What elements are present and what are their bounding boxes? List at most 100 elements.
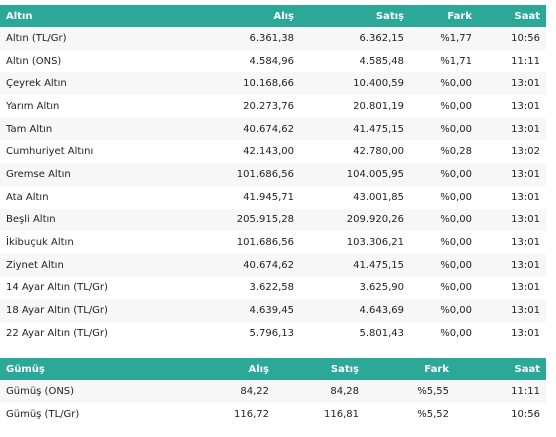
gold-header-time: Saat: [514, 10, 540, 22]
cell-diff: %5,55: [417, 386, 449, 397]
cell-diff: %0,00: [440, 305, 472, 317]
cell-diff: %1,77: [440, 32, 472, 44]
silver-header-diff: Fark: [424, 363, 449, 375]
cell-diff: %0,00: [440, 237, 472, 249]
table-row[interactable]: İkibuçuk Altın 101.686,56 103.306,21 %0,00 1…: [0, 231, 546, 254]
cell-time: 13:01: [511, 282, 540, 294]
cell-sell: 209.920,26: [346, 214, 404, 226]
cell-diff: %1,71: [440, 55, 472, 67]
table-row[interactable]: Gümüş (ONS) 84,22 84,28 %5,55 11:11: [0, 380, 546, 403]
cell-name[interactable]: 18 Ayar Altın (TL/Gr): [6, 305, 108, 317]
table-row[interactable]: Ata Altın 41.945,71 43.001,85 %0,00 13:01: [0, 185, 546, 209]
cell-buy: 41.945,71: [243, 191, 294, 203]
cell-buy: 6.361,38: [249, 32, 294, 44]
table-row[interactable]: Altın (TL/Gr) 6.361,38 6.362,15 %1,77 10:56: [0, 27, 546, 50]
table-row[interactable]: Gremse Altın 101.686,56 104.005,95 %0,00 13:…: [0, 163, 546, 186]
cell-buy: 101.686,56: [236, 168, 294, 180]
cell-diff: %0,28: [440, 146, 472, 158]
cell-time: 13:01: [511, 214, 540, 226]
cell-buy: 40.674,62: [243, 259, 294, 271]
cell-buy: 10.168,66: [243, 78, 294, 90]
cell-name[interactable]: Ata Altın: [6, 191, 49, 203]
silver-table-body: Gümüş (ONS) 84,22 84,28 %5,55 11:11 Gümüş (TL…: [0, 380, 546, 426]
table-row[interactable]: 22 Ayar Altın (TL/Gr) 5.796,13 5.801,43 %0,…: [0, 321, 546, 345]
table-row[interactable]: Tam Altın 40.674,62 41.475,15 %0,00 13:01: [0, 117, 546, 141]
gold-table-header: Altın Alış Satış Fark Saat: [0, 5, 546, 27]
table-row[interactable]: Ziynet Altın 40.674,62 41.475,15 %0,00 13:01: [0, 253, 546, 277]
cell-name[interactable]: Beşli Altın: [6, 214, 56, 226]
cell-buy: 4.584,96: [249, 55, 294, 67]
cell-diff: %0,00: [440, 191, 472, 203]
table-row[interactable]: Çeyrek Altın 10.168,66 10.400,59 %0,00 13:01: [0, 72, 546, 96]
cell-sell: 42.780,00: [353, 146, 404, 158]
cell-sell: 10.400,59: [353, 78, 404, 90]
cell-time: 11:11: [511, 55, 540, 67]
cell-time: 13:01: [511, 78, 540, 90]
cell-time: 10:56: [511, 32, 540, 44]
cell-time: 13:01: [511, 259, 540, 271]
cell-name[interactable]: Ziynet Altın: [6, 259, 64, 271]
gold-header-diff: Fark: [447, 10, 472, 22]
cell-time: 11:11: [511, 386, 540, 397]
cell-name[interactable]: 22 Ayar Altın (TL/Gr): [6, 327, 108, 339]
cell-sell: 103.306,21: [346, 237, 404, 249]
cell-sell: 6.362,15: [359, 32, 404, 44]
cell-name[interactable]: Yarım Altın: [6, 100, 60, 112]
silver-header-buy: Alış: [248, 363, 269, 375]
cell-time: 13:01: [511, 237, 540, 249]
silver-header-name: Gümüş: [6, 363, 45, 375]
cell-sell: 43.001,85: [353, 191, 404, 203]
cell-sell: 4.643,69: [359, 305, 404, 317]
cell-buy: 5.796,13: [249, 327, 294, 339]
gold-header-name: Altın: [6, 10, 33, 22]
cell-diff: %0,00: [440, 327, 472, 339]
cell-name[interactable]: Altın (TL/Gr): [6, 32, 67, 44]
cell-time: 13:01: [511, 305, 540, 317]
cell-name[interactable]: Tam Altın: [6, 123, 53, 135]
cell-name[interactable]: Gümüş (TL/Gr): [6, 409, 80, 420]
cell-diff: %5,52: [417, 409, 449, 420]
gold-header-sell: Satış: [375, 10, 404, 22]
cell-buy: 4.639,45: [249, 305, 294, 317]
cell-time: 10:56: [511, 409, 540, 420]
cell-sell: 20.801,19: [353, 100, 404, 112]
table-row[interactable]: Gümüş (TL/Gr) 116,72 116,81 %5,52 10:56: [0, 403, 546, 426]
cell-time: 13:01: [511, 191, 540, 203]
cell-sell: 116,81: [324, 409, 359, 420]
cell-sell: 5.801,43: [359, 327, 404, 339]
cell-time: 13:01: [511, 168, 540, 180]
silver-header-time: Saat: [514, 363, 540, 375]
table-row[interactable]: 18 Ayar Altın (TL/Gr) 4.639,45 4.643,69 %0,…: [0, 299, 546, 322]
silver-table-header: Gümüş Alış Satış Fark Saat: [0, 358, 546, 380]
cell-sell: 84,28: [330, 386, 359, 397]
cell-diff: %0,00: [440, 100, 472, 112]
cell-sell: 41.475,15: [353, 259, 404, 271]
cell-buy: 84,22: [240, 386, 269, 397]
table-row[interactable]: 14 Ayar Altın (TL/Gr) 3.622,58 3.625,90 %0,…: [0, 276, 546, 300]
cell-name[interactable]: Altın (ONS): [6, 55, 62, 67]
cell-diff: %0,00: [440, 168, 472, 180]
cell-name[interactable]: Gümüş (ONS): [6, 386, 75, 397]
cell-diff: %0,00: [440, 123, 472, 135]
table-row[interactable]: Altın (ONS) 4.584,96 4.585,48 %1,71 11:11: [0, 49, 546, 73]
cell-buy: 20.273,76: [243, 100, 294, 112]
cell-name[interactable]: Cumhuriyet Altını: [6, 146, 94, 158]
cell-buy: 205.915,28: [236, 214, 294, 226]
cell-diff: %0,00: [440, 282, 472, 294]
silver-header-sell: Satış: [330, 363, 359, 375]
table-row[interactable]: Cumhuriyet Altını 42.143,00 42.780,00 %0,28…: [0, 140, 546, 164]
cell-buy: 116,72: [234, 409, 269, 420]
table-row[interactable]: Yarım Altın 20.273,76 20.801,19 %0,00 13:01: [0, 95, 546, 118]
cell-diff: %0,00: [440, 214, 472, 226]
cell-name[interactable]: İkibuçuk Altın: [6, 237, 74, 249]
cell-name[interactable]: 14 Ayar Altın (TL/Gr): [6, 282, 108, 294]
cell-name[interactable]: Çeyrek Altın: [6, 78, 67, 90]
cell-sell: 104.005,95: [346, 168, 404, 180]
cell-sell: 4.585,48: [359, 55, 404, 67]
silver-price-table: Gümüş Alış Satış Fark Saat Gümüş (ONS) 84…: [0, 358, 546, 426]
table-row[interactable]: Beşli Altın 205.915,28 209.920,26 %0,00 13:0…: [0, 208, 546, 232]
cell-name[interactable]: Gremse Altın: [6, 168, 71, 180]
cell-diff: %0,00: [440, 78, 472, 90]
cell-buy: 40.674,62: [243, 123, 294, 135]
